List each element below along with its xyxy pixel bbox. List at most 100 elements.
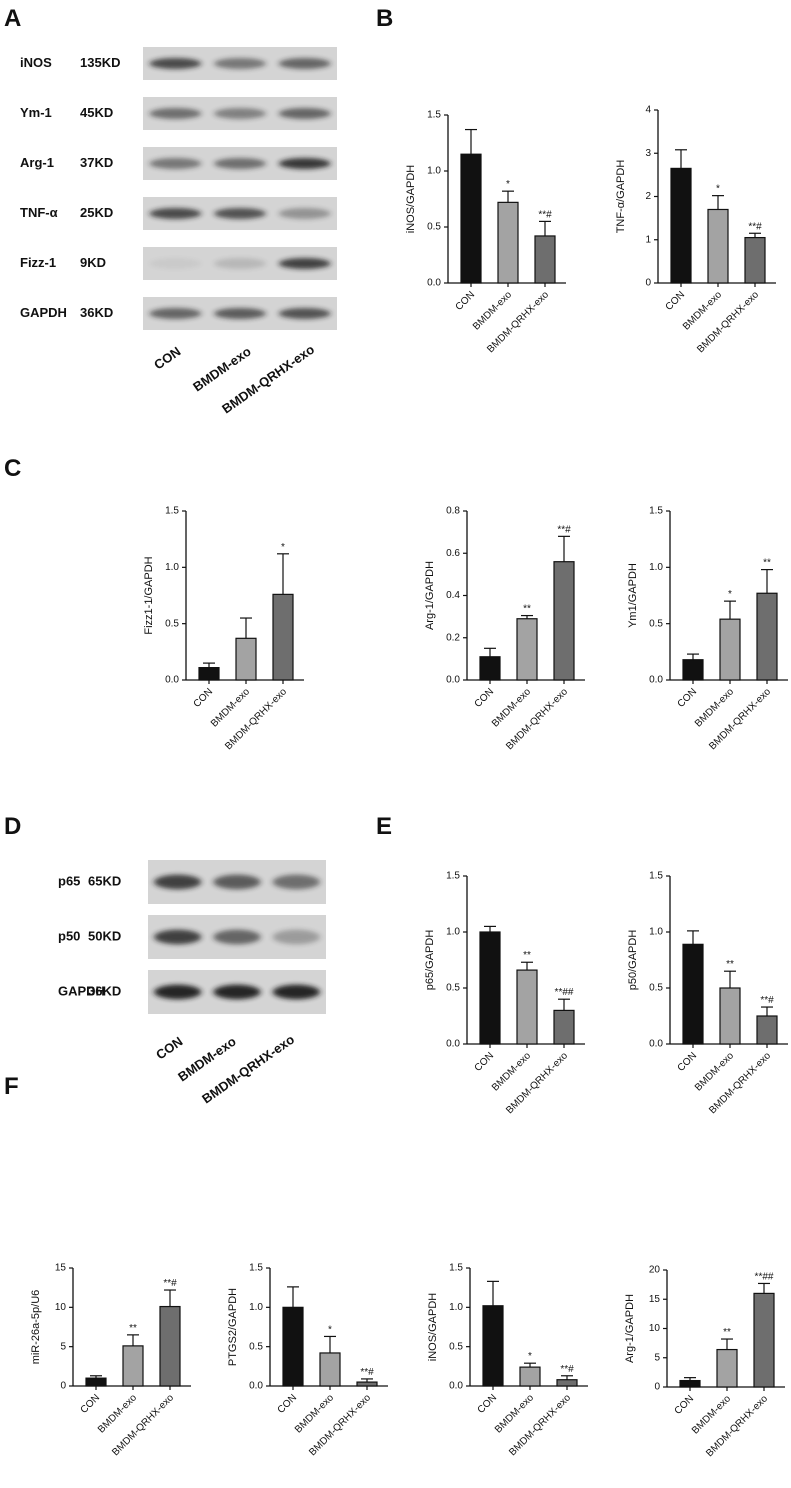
y-tick-label: 2 [645, 191, 651, 202]
y-tick-label: 15 [55, 1263, 67, 1274]
blot-band [149, 58, 202, 69]
y-tick-label: 0.0 [446, 1039, 460, 1050]
y-tick-label: 0.0 [446, 675, 460, 686]
y-tick-label: 0 [654, 1382, 660, 1393]
bar [460, 153, 482, 284]
y-tick-label: 0.5 [449, 1341, 463, 1352]
y-tick-label: 1.5 [249, 1263, 263, 1274]
y-tick-label: 4 [645, 105, 651, 116]
significance-label: ** [523, 604, 531, 615]
y-tick-label: 1.0 [427, 166, 441, 177]
significance-label: **# [360, 1367, 374, 1378]
blot-band [278, 108, 331, 119]
y-tick-label: 0.5 [649, 618, 663, 629]
significance-label: * [281, 542, 285, 553]
y-tick-label: 1.0 [649, 927, 663, 938]
y-axis-label: miR-26a-5p/U6 [30, 1290, 42, 1365]
y-axis-label: iNOS/GAPDH [405, 165, 417, 234]
size-label: 36KD [88, 983, 121, 998]
y-tick-label: 1.5 [446, 871, 460, 882]
blot-band [214, 208, 266, 219]
y-tick-label: 20 [649, 1265, 661, 1276]
blot-band [213, 929, 261, 945]
blot-band [278, 208, 331, 219]
bar [497, 201, 519, 284]
panel-label: D [4, 813, 21, 840]
y-tick-label: 0.8 [446, 506, 460, 517]
bar [482, 1305, 504, 1387]
bar [272, 593, 294, 681]
significance-label: * [506, 179, 510, 190]
blot-band [149, 108, 202, 119]
y-tick-label: 0.0 [449, 1381, 463, 1392]
y-axis-label: TNF-α/GAPDH [615, 160, 627, 234]
bar [682, 659, 704, 681]
panel-label: B [376, 5, 393, 32]
y-axis-label: p50/GAPDH [627, 930, 639, 991]
size-label: 45KD [80, 105, 113, 120]
significance-label: **# [557, 524, 571, 535]
y-tick-label: 0.0 [649, 1039, 663, 1050]
y-tick-label: 10 [55, 1302, 67, 1313]
y-tick-label: 1 [645, 234, 651, 245]
blot-band [213, 874, 261, 890]
significance-label: * [728, 589, 732, 600]
y-tick-label: 0 [60, 1381, 66, 1392]
blot-band [272, 929, 321, 945]
significance-label: ** [726, 959, 734, 970]
bar [753, 1292, 775, 1388]
y-tick-label: 0.5 [446, 983, 460, 994]
blot-band [214, 108, 266, 119]
y-tick-label: 1.0 [446, 927, 460, 938]
y-tick-label: 0.5 [249, 1341, 263, 1352]
significance-label: **# [760, 995, 774, 1006]
panel-label: E [376, 813, 392, 840]
bar [516, 969, 538, 1045]
significance-label: * [328, 1324, 332, 1335]
y-tick-label: 1.0 [649, 562, 663, 573]
y-tick-label: 0.2 [446, 632, 460, 643]
panel-label: A [4, 5, 21, 32]
bar [479, 931, 501, 1045]
size-label: 50KD [88, 928, 121, 943]
blot-band [153, 874, 202, 890]
blot-band [278, 258, 331, 269]
blot-band [149, 258, 202, 269]
significance-label: * [528, 1351, 532, 1362]
protein-label: TNF-α [20, 205, 58, 220]
significance-label: **## [555, 987, 574, 998]
size-label: 36KD [80, 305, 113, 320]
blot-band [214, 58, 266, 69]
protein-label: Fizz-1 [20, 255, 56, 270]
bar [479, 656, 501, 681]
y-tick-label: 1.5 [427, 110, 441, 121]
blot-band [278, 308, 331, 319]
protein-label: GAPDH [20, 305, 67, 320]
bar [516, 618, 538, 681]
y-tick-label: 1.5 [165, 506, 179, 517]
bar [534, 235, 556, 284]
blot-band [153, 929, 202, 945]
bar [744, 236, 766, 284]
y-axis-label: p65/GAPDH [424, 930, 436, 991]
y-tick-label: 0.0 [649, 675, 663, 686]
blot-band [214, 258, 266, 269]
y-tick-label: 1.5 [649, 871, 663, 882]
bar [719, 618, 741, 681]
blot-band [149, 208, 202, 219]
blot-band [213, 984, 261, 1000]
size-label: 9KD [80, 255, 106, 270]
protein-label: Ym-1 [20, 105, 52, 120]
significance-label: ** [523, 950, 531, 961]
y-tick-label: 3 [645, 148, 651, 159]
bar [122, 1345, 144, 1387]
y-axis-label: Arg-1/GAPDH [624, 1294, 636, 1363]
blot-band [153, 984, 202, 1000]
bar [553, 1009, 575, 1045]
protein-label: p65 [58, 873, 80, 888]
protein-label: p50 [58, 928, 80, 943]
y-axis-label: PTGS2/GAPDH [227, 1288, 239, 1366]
y-tick-label: 0.5 [427, 222, 441, 233]
y-tick-label: 0.0 [165, 675, 179, 686]
